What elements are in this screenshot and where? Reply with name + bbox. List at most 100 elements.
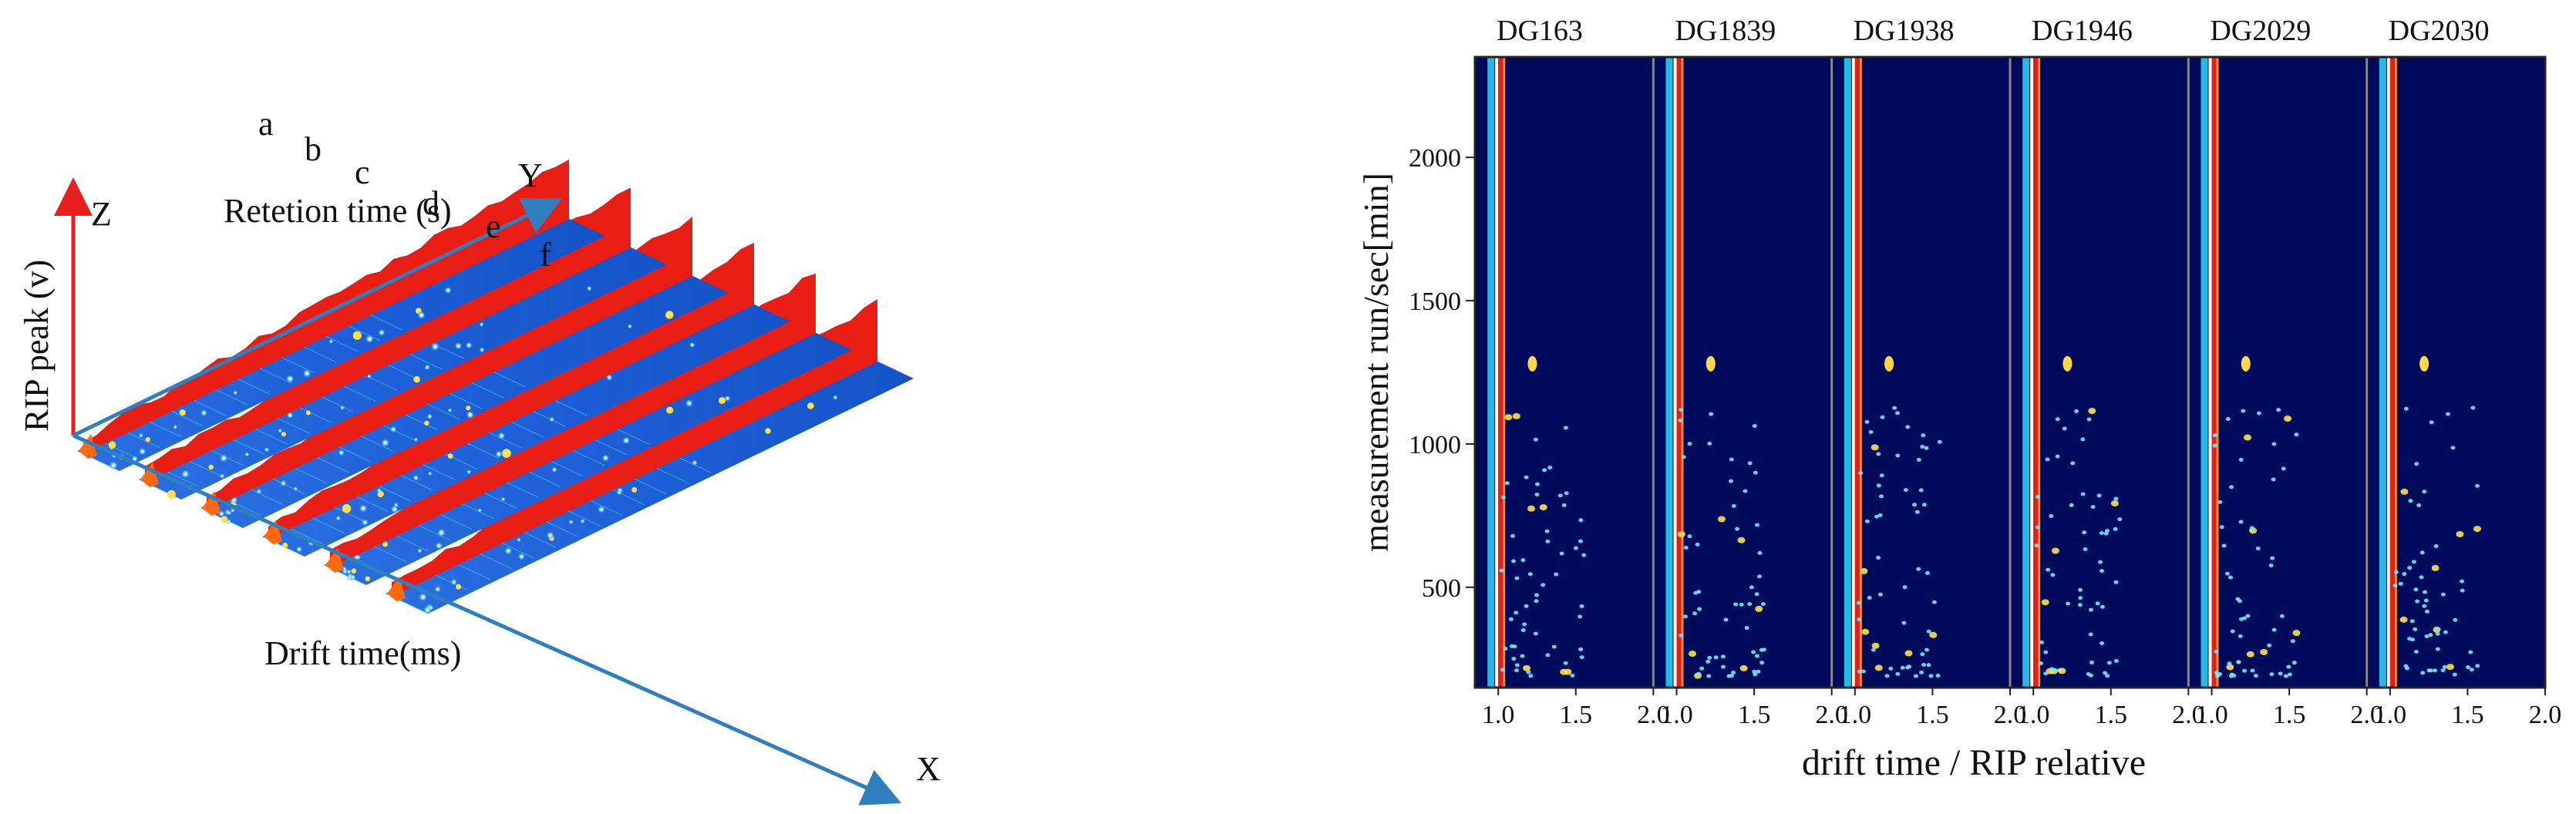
rip-red-band <box>1854 57 1860 688</box>
rip-white-band <box>2208 57 2212 688</box>
strip-spot <box>503 547 513 555</box>
y-axis-letter: Y <box>518 156 543 194</box>
strip-spot <box>376 487 382 494</box>
x-tick-label: 2.0 <box>1637 701 1670 729</box>
heatmap-spot <box>1579 604 1584 608</box>
heatmap-spot <box>2113 496 2119 501</box>
heatmap-spot <box>2290 639 2295 644</box>
heatmap-spot <box>2228 575 2234 580</box>
heatmap-spot <box>1888 666 1894 671</box>
strip-line <box>451 560 490 580</box>
heatmap-spot <box>1534 599 1539 604</box>
strip-line <box>160 468 200 488</box>
heatmap-spot <box>1749 585 1754 590</box>
strip-line <box>650 465 689 484</box>
heatmap-spot <box>2241 409 2246 413</box>
x-tick-label: 2.0 <box>2350 701 2383 729</box>
heatmap-spot <box>1878 494 1884 499</box>
heatmap-spot <box>2446 412 2451 416</box>
heatmap-spot <box>2393 570 2399 574</box>
strip-spot <box>282 542 288 549</box>
heatmap-spot <box>1861 628 1870 635</box>
heatmap-spot <box>2410 637 2416 642</box>
x-tick-label: 1.0 <box>2195 701 2228 729</box>
rip-orange-edge <box>2038 57 2041 688</box>
heatmap-spot <box>2228 485 2234 489</box>
x-tick-label: 1.5 <box>2451 701 2484 729</box>
strip-spot <box>435 541 443 550</box>
strip-spot <box>685 399 694 408</box>
strip-line <box>143 418 182 438</box>
heatmap-spot <box>2227 661 2232 666</box>
x-tick-label: 1.5 <box>1560 701 1593 729</box>
strip-spot <box>138 447 146 456</box>
heatmap-spot <box>1747 602 1753 607</box>
heatmap-spot <box>1706 674 1712 678</box>
heatmap-spot <box>1864 519 1870 523</box>
strip-line <box>372 483 411 502</box>
heatmap-spot <box>2086 671 2091 676</box>
heatmap-spot <box>2398 581 2403 586</box>
strip-spot <box>232 390 238 395</box>
heatmap-spot <box>1759 661 1765 665</box>
strip-line <box>540 518 579 537</box>
strip-spot <box>359 503 368 513</box>
strip-spot <box>718 397 726 405</box>
heatmap-spot <box>2088 408 2096 415</box>
heatmap-spot <box>1514 668 1520 673</box>
heatmap-spot <box>2433 543 2439 548</box>
heatmap-spot <box>2470 405 2476 410</box>
strip-line <box>473 550 513 570</box>
heatmap-spot <box>1693 590 1699 595</box>
heatmap-spot <box>2083 547 2088 552</box>
x-tick-label: 1.5 <box>2095 701 2128 729</box>
heatmap-spot <box>1739 664 1748 671</box>
strip-line <box>364 311 403 331</box>
heatmap-spot <box>1752 669 1757 674</box>
heatmap-spot <box>1687 534 1692 539</box>
heatmap-spot <box>1520 628 1526 633</box>
heatmap-spot <box>2415 599 2420 604</box>
heatmap-spot <box>1924 446 1929 450</box>
strip-label-d: d <box>423 184 439 222</box>
heatmap-spot <box>2100 641 2105 646</box>
heatmap-spot <box>1913 674 1918 678</box>
strip-line <box>381 361 420 381</box>
heatmap-spot <box>2271 477 2276 482</box>
strip-line <box>253 365 292 385</box>
heatmap-spot <box>2231 673 2237 678</box>
heatmap-spot <box>1880 415 1885 419</box>
strip-line <box>549 397 588 416</box>
heatmap-spot <box>2400 488 2409 495</box>
heatmap-spot <box>1534 593 1539 597</box>
heatmap-spot <box>2456 530 2464 537</box>
heatmap-spot <box>2409 619 2415 624</box>
strip-spot <box>424 420 429 426</box>
heatmap-DG2030 <box>2366 57 2545 688</box>
strip-spot <box>167 489 176 500</box>
strip-line <box>350 493 389 513</box>
heatmap-spot <box>1892 405 1897 410</box>
heatmap-spot <box>1545 539 1551 543</box>
heatmap-spot <box>2269 672 2275 677</box>
heatmap-spot <box>2428 668 2433 673</box>
panel-title-DG2029: DG2029 <box>2210 15 2311 47</box>
strip-spot <box>382 541 388 547</box>
heatmap-spot <box>2219 525 2224 530</box>
strip-spot <box>277 428 283 434</box>
strip-label-b: b <box>305 130 322 168</box>
heatmap-spot <box>1527 355 1537 372</box>
heatmap-spot <box>2413 627 2418 631</box>
heatmap-spot <box>1533 437 1538 442</box>
rip-red-band <box>2211 57 2217 688</box>
heatmap-spot <box>2433 668 2438 673</box>
strip-spot <box>109 460 119 470</box>
heatmap-spot <box>1696 671 1702 676</box>
heatmap-spot <box>1511 657 1517 661</box>
heatmap-spot <box>2271 627 2277 632</box>
heatmap-spot <box>1904 650 1913 657</box>
strip-spot <box>568 519 574 525</box>
heatmap-spot <box>1720 664 1726 669</box>
rip-orange-edge <box>1681 57 1684 688</box>
heatmap-spot <box>2238 617 2244 621</box>
